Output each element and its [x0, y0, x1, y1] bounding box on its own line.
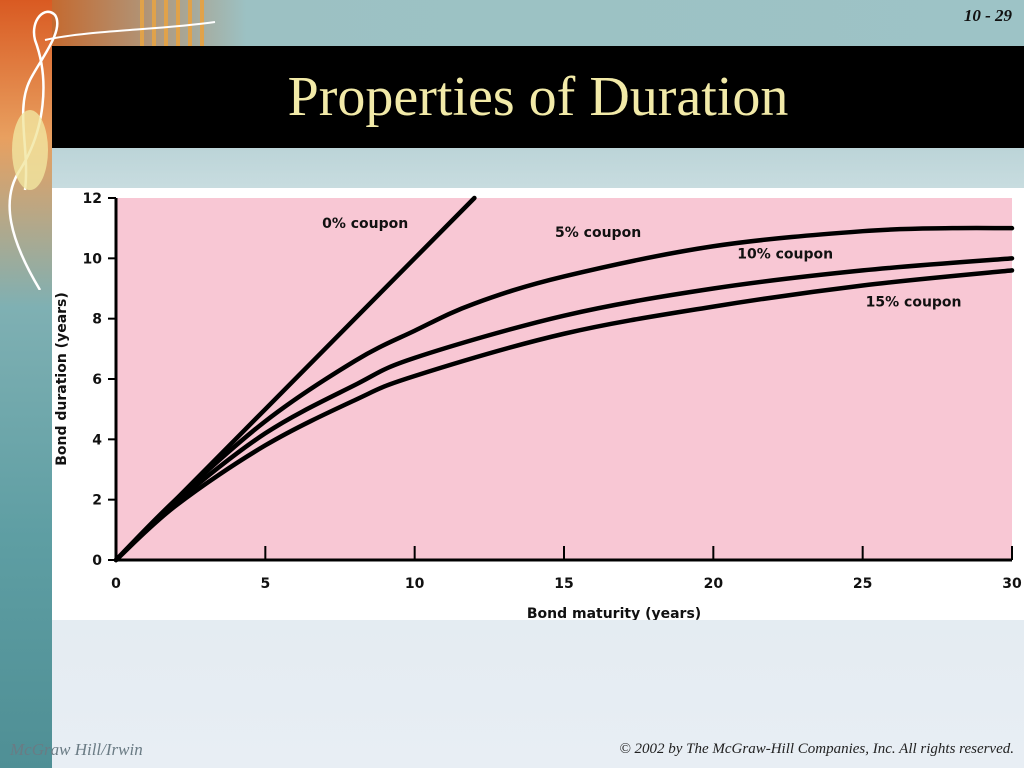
y-tick-label: 12: [83, 191, 102, 207]
plot-area: [116, 198, 1012, 560]
x-tick-label: 25: [853, 576, 872, 592]
series-lines: [113, 195, 1015, 563]
x-tick-label: 15: [554, 576, 573, 592]
x-axis-label: Bond maturity (years): [527, 606, 701, 620]
y-tick-label: 8: [92, 312, 102, 328]
series-label: 15% coupon: [866, 295, 962, 311]
slide-title: Properties of Duration: [287, 66, 789, 128]
footer-copyright: © 2002 by The McGraw-Hill Companies, Inc…: [619, 741, 1014, 757]
series-line-10-coupon: [113, 256, 1015, 563]
x-tick-label: 30: [1002, 576, 1022, 592]
series-label: 10% coupon: [737, 246, 833, 262]
y-tick-label: 10: [83, 251, 103, 267]
footer-publisher: McGraw Hill/Irwin: [10, 740, 143, 759]
series-line-5-coupon: [113, 225, 1015, 563]
x-tick-label: 5: [260, 576, 270, 592]
x-tick-label: 10: [405, 576, 425, 592]
y-tick-label: 2: [92, 493, 102, 509]
series-label: 0% coupon: [322, 216, 408, 232]
series-label: 5% coupon: [555, 225, 641, 241]
slide-number: 10 - 29: [963, 6, 1012, 25]
title-bar: [52, 46, 1024, 148]
chart-panel: 0 5 10 15 20 25 30 0 2 4 6 8 10 12 0% coupon 5% coupon…: [52, 188, 1024, 622]
y-axis-label: Bond duration (years): [54, 292, 70, 466]
y-tick-label: 6: [92, 372, 102, 388]
series-line-15-coupon: [113, 268, 1015, 563]
x-tick-label: 20: [704, 576, 724, 592]
y-tick-label: 4: [92, 432, 102, 448]
series-labels: 0% coupon 5% coupon 10% coupon 15% coupon: [322, 216, 961, 310]
x-tick-label: 0: [111, 576, 121, 592]
y-tick-label: 0: [92, 553, 102, 569]
decorative-swirl: [8, 10, 216, 290]
duration-chart: 0 5 10 15 20 25 30 0 2 4 6 8 10 12 0% coupon 5% coupon…: [54, 191, 1022, 622]
ticks: 0 5 10 15 20 25 30 0 2 4 6 8 10 12: [83, 191, 1022, 592]
